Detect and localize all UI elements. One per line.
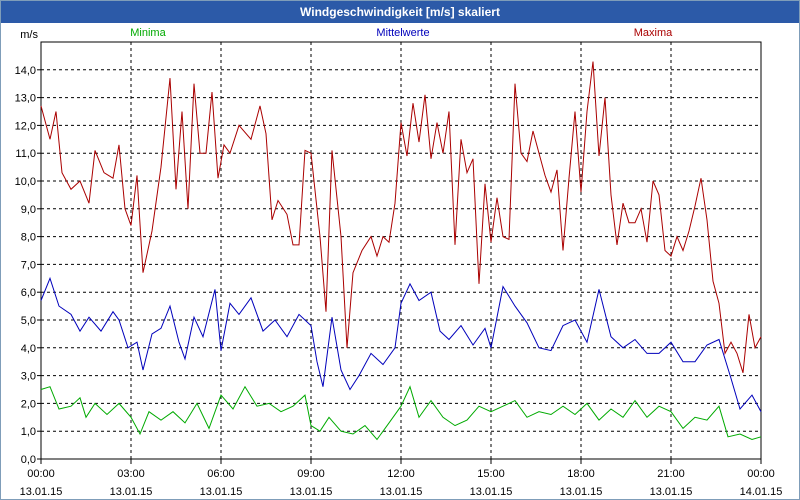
x-tick-time-label: 15:00 bbox=[477, 468, 505, 480]
x-tick-time-label: 00:00 bbox=[27, 468, 55, 480]
series-line-mittelwerte bbox=[40, 276, 762, 412]
y-tick-label: 4,0 bbox=[21, 343, 36, 355]
y-tick-label: 1,0 bbox=[21, 426, 36, 438]
y-tick-label: 14,0 bbox=[15, 65, 36, 77]
x-tick-time-label: 18:00 bbox=[567, 468, 595, 480]
y-tick-label: 11,0 bbox=[15, 148, 36, 160]
x-tick-time-label: 09:00 bbox=[297, 468, 325, 480]
series-line-minima bbox=[40, 385, 762, 441]
y-tick-label: 10,0 bbox=[15, 176, 36, 188]
x-tick-time-label: 06:00 bbox=[207, 468, 235, 480]
x-tick-date-label: 13.01.15 bbox=[380, 486, 423, 498]
x-tick-date-label: 13.01.15 bbox=[200, 486, 243, 498]
x-tick-time-label: 00:00 bbox=[747, 468, 775, 480]
x-tick-date-label: 13.01.15 bbox=[650, 486, 693, 498]
plot-area bbox=[40, 41, 762, 460]
y-tick-label: 13,0 bbox=[15, 93, 36, 105]
y-tick-label: 8,0 bbox=[21, 232, 36, 244]
x-tick-date-label: 13.01.15 bbox=[560, 486, 603, 498]
legend-maxima: Maxima bbox=[634, 27, 673, 39]
grid bbox=[40, 41, 762, 460]
x-tick-date-label: 13.01.15 bbox=[110, 486, 153, 498]
x-tick-time-label: 03:00 bbox=[117, 468, 145, 480]
legend: Minima Mittelwerte Maxima bbox=[130, 27, 673, 39]
x-tick-time-label: 12:00 bbox=[387, 468, 415, 480]
y-tick-label: 5,0 bbox=[21, 315, 36, 327]
y-tick-label: 6,0 bbox=[21, 287, 36, 299]
series bbox=[40, 61, 762, 441]
x-tick-date-label: 13.01.15 bbox=[470, 486, 513, 498]
chart-title: Windgeschwindigkeit [m/s] skaliert bbox=[1, 1, 799, 23]
y-tick-label: 2,0 bbox=[21, 398, 36, 410]
x-tick-date-label: 13.01.15 bbox=[20, 486, 63, 498]
x-tick-date-label: 13.01.15 bbox=[290, 486, 333, 498]
axes: 0,0 1,0 2,0 3,0 4,0 5,0 6,0 7,0 8,0 9,0 10,0 11,0 12… bbox=[15, 29, 783, 498]
y-tick-label: 3,0 bbox=[21, 371, 36, 383]
y-tick-label: 9,0 bbox=[21, 204, 36, 216]
y-tick-label: 0,0 bbox=[21, 454, 36, 466]
y-tick-label: 7,0 bbox=[21, 259, 36, 271]
legend-mittelwerte: Mittelwerte bbox=[376, 27, 429, 39]
x-tick-time-label: 21:00 bbox=[657, 468, 685, 480]
x-tick-date-label: 14.01.15 bbox=[740, 486, 783, 498]
legend-minima: Minima bbox=[130, 27, 166, 39]
series-line-maxima bbox=[40, 61, 762, 373]
y-tick-label: 12,0 bbox=[15, 120, 36, 132]
y-axis-label: m/s bbox=[20, 29, 38, 41]
